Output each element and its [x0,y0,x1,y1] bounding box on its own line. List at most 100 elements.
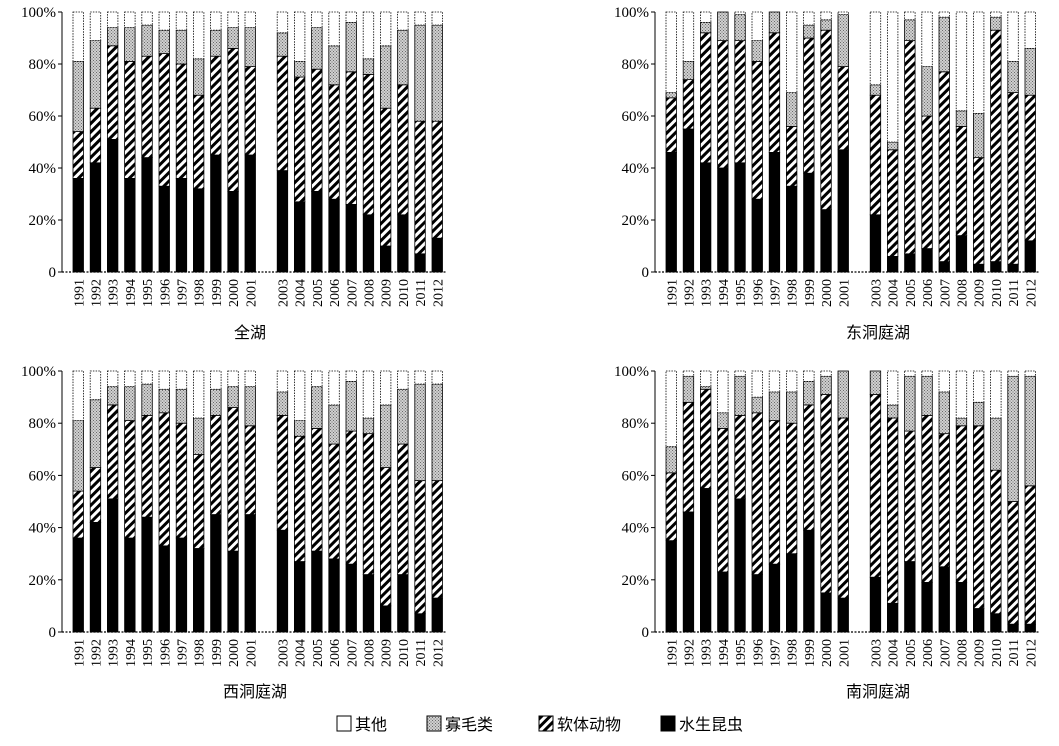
bar-segment-oligo-2008 [955,417,968,427]
bar-segment-oligo-1991 [72,61,84,132]
x-tick-label: 2008 [955,639,970,667]
legend: 其他 寡毛类 软体动物 水生昆虫 [336,715,743,734]
panel-title: 西洞庭湖 [223,683,287,701]
bar-segment-mollusc-2004 [887,149,899,257]
bar-segment-insect-2009 [973,608,985,633]
x-tick-label: 2008 [955,279,970,307]
bar-segment-oligo-2005 [311,27,323,70]
bar-segment-oligo-1995 [734,14,746,42]
bar-segment-insect-1995 [141,157,153,273]
bar-segment-other-1994 [717,370,729,414]
bar-segment-insect-2011 [414,253,426,273]
x-tick-label: 2010 [990,279,1005,307]
bar-segment-oligo-2007 [938,16,950,73]
y-tick-label: 0 [49,265,57,281]
bar-segment-insect-2008 [955,235,968,273]
bar-segment-insect-2011 [1007,623,1019,633]
bar-segment-mollusc-1995 [734,40,746,164]
bar-segment-mollusc-1993 [700,388,712,489]
bar-segment-other-1999 [210,11,222,31]
bar-segment-mollusc-1996 [158,53,170,187]
bar-segment-other-2003 [869,11,882,86]
bar-segment-other-2004 [293,11,306,62]
y-tick-label: 20% [622,213,650,229]
y-tick-label: 60% [622,468,650,484]
bar-segment-insect-2008 [362,214,375,273]
bar-segment-other-1996 [751,370,763,398]
bar-segment-insect-1995 [141,516,153,633]
bar-segment-oligo-1997 [175,388,188,424]
bar-segment-other-2012 [1024,11,1036,49]
x-tick-label: 2010 [990,639,1005,667]
bar-segment-other-2009 [973,370,985,403]
bar-segment-insect-1997 [768,151,781,273]
bar-segment-insect-2008 [362,574,375,633]
bar-segment-insect-2000 [820,592,832,633]
bar-segment-oligo-2009 [973,113,985,159]
legend-label-mollusc: 软体动物 [557,716,621,734]
x-tick-label: 2008 [362,279,377,307]
bar-segment-other-2008 [955,11,968,112]
bar-segment-mollusc-2005 [904,40,916,255]
bar-segment-mollusc-1997 [175,422,188,539]
bar-segment-mollusc-2010 [990,469,1002,615]
bar-segment-other-2009 [379,370,392,406]
x-tick-label: 2010 [397,639,412,667]
panel-title: 南洞庭湖 [846,683,910,701]
bar-segment-insect-2004 [293,201,306,273]
x-tick-label: 1996 [751,279,766,307]
bar-segment-other-2004 [887,370,899,406]
bar-segment-insect-2012 [1024,623,1036,633]
bar-segment-insect-2012 [1024,240,1036,273]
x-tick-label: 1994 [124,279,139,307]
bar-segment-oligo-2003 [276,32,289,57]
panel-title: 全湖 [234,324,266,342]
bar-segment-mollusc-1992 [682,401,695,513]
x-tick-label: 2006 [328,279,343,307]
x-tick-label: 1999 [803,279,818,307]
bar-segment-other-1991 [72,11,84,62]
bar-segment-other-2005 [311,370,323,388]
bar-segment-oligo-1992 [682,375,695,403]
bar-segment-other-1996 [158,370,170,390]
x-tick-label: 1995 [734,279,749,307]
bar-segment-other-1992 [89,370,102,401]
bar-segment-mollusc-2008 [955,425,968,583]
bar-segment-oligo-1991 [665,92,677,99]
bar-segment-mollusc-1996 [158,412,170,547]
bar-segment-other-2006 [921,11,933,67]
x-tick-label: 1997 [768,639,783,667]
bar-segment-oligo-2012 [431,24,443,122]
y-tick-label: 20% [29,573,57,589]
bar-segment-insect-2010 [397,574,409,633]
bar-segment-other-2012 [431,11,443,26]
bar-segment-mollusc-2010 [397,443,409,575]
bar-segment-insect-2000 [227,190,239,273]
legend-label-oligo: 寡毛类 [445,715,493,734]
bar-segment-insect-2007 [345,563,357,633]
bar-segment-oligo-1992 [89,399,102,468]
bar-segment-mollusc-2009 [379,467,392,607]
bar-segment-oligo-1995 [141,24,153,57]
bar-segment-oligo-1994 [124,386,136,421]
y-tick-label: 40% [622,521,650,537]
bar-segment-oligo-2005 [904,19,916,41]
bar-segment-oligo-2001 [837,14,849,68]
bar-segment-oligo-2011 [1007,61,1019,94]
bar-segment-insect-2003 [276,529,289,633]
panel-title: 东洞庭湖 [846,324,910,342]
bar-segment-mollusc-2001 [244,425,256,515]
bar-segment-oligo-1998 [786,92,798,127]
bar-segment-oligo-2008 [955,110,968,127]
bar-segment-insect-2001 [837,149,849,273]
bar-segment-oligo-1998 [192,417,205,455]
bar-segment-mollusc-1999 [803,404,815,531]
x-tick-label: 1998 [786,279,801,307]
x-tick-label: 1996 [158,639,173,667]
bar-segment-other-1991 [72,370,84,421]
bar-segment-mollusc-2009 [379,107,392,247]
x-tick-label: 1994 [717,279,732,307]
bar-segment-insect-2003 [869,576,882,633]
bar-segment-other-1991 [665,370,677,448]
bar-segment-other-2010 [990,370,1002,419]
